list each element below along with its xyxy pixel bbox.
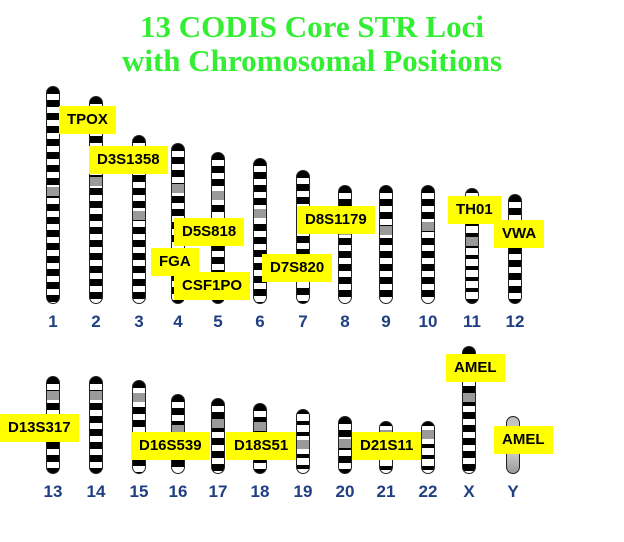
- chromosome-label-1: 1: [48, 312, 58, 331]
- chromosome-3: [132, 135, 146, 304]
- chromosome-22: [421, 421, 435, 474]
- chromosome-8: [338, 185, 352, 304]
- chromosome-19: [296, 409, 310, 474]
- chromosome-1: [46, 86, 60, 304]
- chromosome-6: [253, 158, 267, 304]
- diagram-title-line1: 13 CODIS Core STR Loci: [140, 9, 484, 44]
- locus-d3s1358: D3S1358: [89, 146, 168, 174]
- chromosome-10: [421, 185, 435, 304]
- diagram-title-line2: with Chromosomal Positions: [121, 43, 503, 78]
- locus-th01: TH01: [448, 196, 501, 224]
- chromosome-label-17: 17: [208, 482, 228, 501]
- chromosome-label-13: 13: [43, 482, 63, 501]
- chromosome-label-y: Y: [507, 482, 519, 501]
- chromosome-12: [508, 194, 522, 304]
- locus-d8s1179: D8S1179: [297, 206, 375, 234]
- chromosome-14: [89, 376, 103, 474]
- locus-d16s539: D16S539: [131, 432, 210, 460]
- locus-d5s818: D5S818: [174, 218, 245, 246]
- chromosome-17: [211, 398, 225, 474]
- chromosome-label-21: 21: [376, 482, 396, 501]
- chromosome-label-9: 9: [381, 312, 391, 331]
- chromosome-label-6: 6: [255, 312, 265, 331]
- chromosome-9: [379, 185, 393, 304]
- chromosome-label-5: 5: [213, 312, 223, 331]
- chromosome-label-10: 10: [418, 312, 438, 331]
- chromosome-label-8: 8: [340, 312, 350, 331]
- locus-d13s317: D13S317: [0, 414, 79, 442]
- locus-amel-x: AMEL: [446, 354, 505, 382]
- chromosome-label-12: 12: [505, 312, 525, 331]
- chromosome-label-22: 22: [418, 482, 438, 501]
- chromosome-label-14: 14: [86, 482, 106, 501]
- chromosome-20: [338, 416, 352, 474]
- locus-d21s11: D21S11: [352, 432, 422, 460]
- locus-csf1po: CSF1PO: [174, 272, 251, 300]
- chromosome-label-4: 4: [173, 312, 183, 331]
- locus-d18s51: D18S51: [226, 432, 297, 460]
- locus-amel-y: AMEL: [494, 426, 553, 454]
- locus-fga: FGA: [151, 248, 199, 276]
- chromosome-label-2: 2: [91, 312, 101, 331]
- chromosome-label-15: 15: [129, 482, 149, 501]
- chromosome-label-3: 3: [134, 312, 144, 331]
- locus-tpox: TPOX: [59, 106, 116, 134]
- chromosome-label-19: 19: [293, 482, 313, 501]
- chromosome-7: [296, 170, 310, 304]
- chromosome-label-16: 16: [168, 482, 188, 501]
- chromosome-label-18: 18: [250, 482, 270, 501]
- chromosome-label-11: 11: [463, 312, 481, 331]
- chromosome-label-20: 20: [335, 482, 355, 501]
- locus-vwa: VWA: [494, 220, 545, 248]
- chromosome-label-7: 7: [298, 312, 308, 331]
- chromosome-label-x: X: [463, 482, 475, 501]
- locus-d7s820: D7S820: [262, 254, 333, 282]
